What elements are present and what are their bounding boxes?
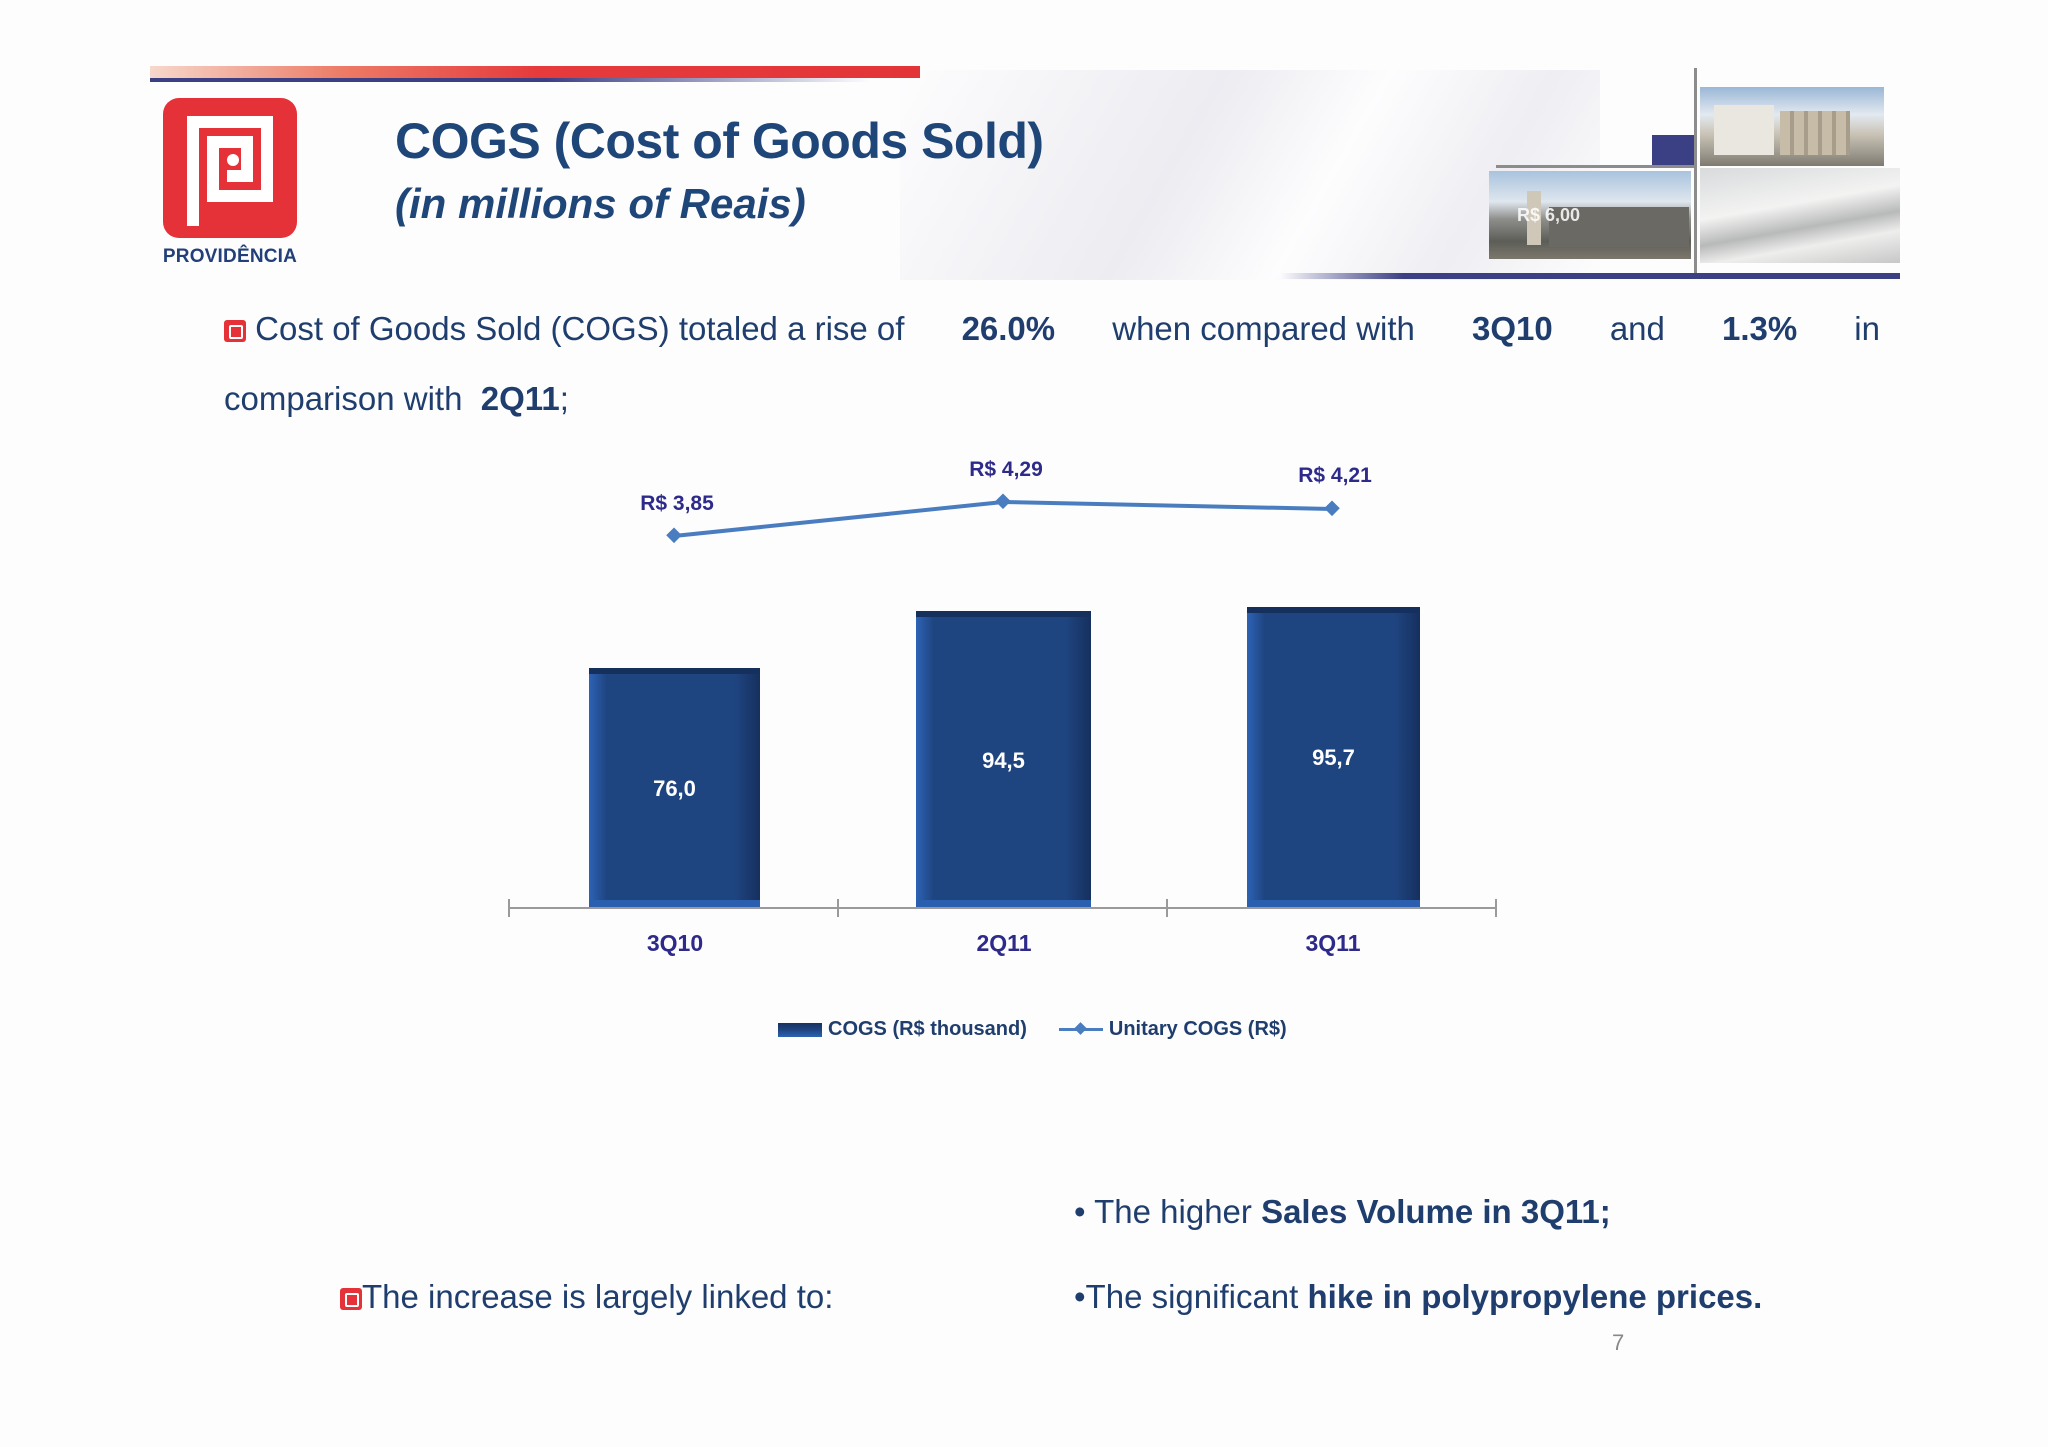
reason-item: • The higher Sales Volume in 3Q11; <box>1074 1193 1611 1231</box>
reasons-intro-text: The increase is largely linked to: <box>362 1278 834 1315</box>
summary-text: Cost of Goods Sold (COGS) totaled a rise… <box>255 310 905 347</box>
line-value-label: R$ 4,21 <box>1298 464 1372 487</box>
bar-2q11: 94,5 <box>916 611 1091 908</box>
legend-label-unitary: Unitary COGS (R$) <box>1108 1018 1287 1040</box>
bar-value-label: 95,7 <box>1312 745 1355 770</box>
summary-text: comparison with <box>224 380 463 417</box>
summary-text: in <box>1854 310 1880 347</box>
summary-percent-3q10: 26.0% <box>961 310 1056 347</box>
building-shape <box>1714 105 1774 155</box>
x-axis <box>509 907 1497 909</box>
line-value-label: R$ 3,85 <box>640 492 714 515</box>
header-accent-square <box>1652 135 1694 165</box>
axis-tick <box>1166 899 1168 917</box>
page-title: COGS (Cost of Goods Sold) <box>395 113 1044 169</box>
legend-bar-swatch-icon <box>778 1022 822 1037</box>
line-marker <box>1324 500 1340 517</box>
bar-3q11: 95,7 <box>1247 607 1420 908</box>
bar-value-label: 94,5 <box>982 748 1025 773</box>
page-number: 7 <box>1612 1330 1625 1355</box>
bar-value-label: 76,0 <box>653 776 696 801</box>
summary-period-3q10: 3Q10 <box>1471 310 1553 347</box>
summary-line-2: comparison with 2Q11; <box>224 380 569 418</box>
summary-text: when compared with <box>1112 310 1415 347</box>
reasons-intro: The increase is largely linked to: <box>340 1278 833 1316</box>
bullet-logo-icon <box>340 1288 362 1311</box>
header-divider-horizontal <box>1496 165 1696 168</box>
pipes-photo-bottom-right <box>1700 168 1900 263</box>
providencia-logo-icon <box>163 98 297 238</box>
summary-period-2q11: 2Q11 <box>480 380 560 417</box>
legend-label-cogs: COGS (R$ thousand) <box>828 1018 1027 1040</box>
header-red-bar <box>150 66 920 78</box>
factory-photo-top-right <box>1700 87 1884 166</box>
axis-tick <box>1495 899 1497 917</box>
reason-text: • The higher <box>1074 1193 1262 1230</box>
legend-line-marker-icon <box>1058 1028 1103 1031</box>
reason-bold-text: Sales Volume in 3Q11; <box>1261 1193 1611 1230</box>
axis-tick <box>837 899 839 917</box>
factory-photo-left: R$ 6,00 <box>1489 171 1691 259</box>
summary-line-1: Cost of Goods Sold (COGS) totaled a rise… <box>224 310 1880 348</box>
page-subtitle: (in millions of Reais) <box>395 180 806 227</box>
category-label: 3Q11 <box>1305 930 1361 956</box>
summary-text: and <box>1609 310 1665 347</box>
header-blue-line <box>150 78 870 82</box>
category-label: 3Q10 <box>646 930 704 956</box>
silos-shape <box>1780 111 1850 155</box>
category-label: 2Q11 <box>976 930 1032 956</box>
line-marker <box>995 493 1011 510</box>
axis-tick <box>508 899 510 917</box>
summary-text: ; <box>559 380 569 417</box>
logo-wordmark: PROVIDÊNCIA <box>162 246 298 267</box>
line-value-label: R$ 4,29 <box>969 458 1043 481</box>
summary-percent-2q11: 1.3% <box>1721 310 1798 347</box>
silo-shape <box>1527 191 1541 245</box>
bar-3q10: 76,0 <box>589 668 760 908</box>
header-bottom-line <box>1280 273 1900 279</box>
reason-text: •The significant <box>1074 1278 1308 1315</box>
line-marker <box>666 527 682 544</box>
reason-item: •The significant hike in polypropylene p… <box>1074 1278 1762 1316</box>
photo-overlay-text: R$ 6,00 <box>1517 205 1581 225</box>
reason-bold-text: hike in polypropylene prices. <box>1307 1278 1763 1315</box>
header-background-swoosh <box>900 70 1600 280</box>
summary-segment: Cost of Goods Sold (COGS) totaled a rise… <box>224 310 904 348</box>
building-shape <box>1549 207 1689 247</box>
bullet-logo-icon <box>224 320 246 343</box>
header-divider-vertical <box>1694 68 1697 273</box>
chart-legend: COGS (R$ thousand) Unitary COGS (R$) <box>778 1018 1287 1041</box>
